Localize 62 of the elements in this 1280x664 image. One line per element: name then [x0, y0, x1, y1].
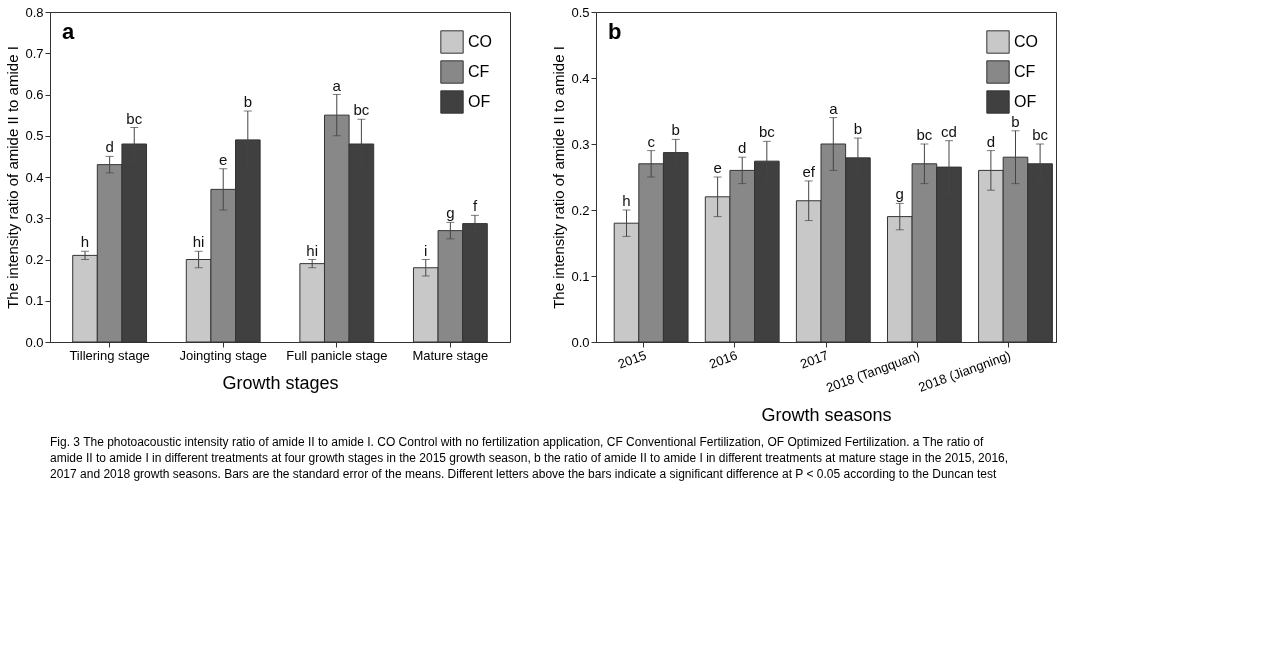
y-tick-label: 0.4 [571, 70, 590, 86]
data-label: b [243, 93, 252, 110]
caption: Fig. 3 The photoacoustic intensity ratio of amide II to amide I. CO Control with no fertilization application, CF Conventional Fertilization, OF Optimized Fertilization. a The ratio of amide II to amide I in different treatments at four growth stages in the 2015 growth season, b the ratio of amide II to amide I in different treatments at mature stage in the 2015, 2016, 2017 and 2018 growth seasons. Bars are the standard error of the means. Different letters above the bars indicate a significant difference at P < 0.05 according to the Duncan test [50, 435, 1009, 481]
data-label: hi [192, 233, 205, 251]
legend-label: OF [1014, 93, 1037, 110]
y-tick-label: 0.2 [571, 202, 590, 218]
annotation: b [608, 19, 622, 44]
data-label: a [829, 99, 839, 117]
y-tick-label: 0.3 [25, 210, 44, 226]
x-axis-title: Growth seasons [761, 405, 892, 426]
data-label: cd [941, 122, 957, 140]
y-tick-label: 0.8 [25, 4, 44, 20]
y-tick-label: 0.3 [571, 136, 590, 152]
y-tick-label: 0.0 [25, 334, 44, 350]
x-axis-title: Growth stages [222, 372, 339, 393]
data-label: e [713, 159, 722, 176]
data-label: d [738, 139, 747, 157]
y-tick-label: 0.1 [25, 293, 44, 309]
y-axis-title: The intensity ratio of amide II to amide I [4, 46, 22, 309]
data-label: b [853, 120, 863, 138]
x-tick-label: Joingting stage [179, 347, 267, 363]
legend-label: CO [1014, 33, 1038, 50]
data-label: d [986, 132, 996, 150]
x-tick-label: 2016 [707, 347, 740, 372]
y-tick-label: 0.5 [25, 128, 44, 144]
y-tick-label: 0.0 [571, 334, 590, 350]
x-tick-label: 2015 [615, 347, 649, 372]
legend-label: CF [468, 63, 490, 80]
legend-label: CO [468, 33, 492, 50]
y-tick-label: 0.4 [25, 169, 44, 185]
data-label: i [424, 241, 428, 259]
legend-label: CF [1014, 63, 1036, 80]
y-axis-title: The intensity ratio of amide II to amide I [550, 46, 568, 309]
annotation: a [62, 19, 75, 44]
x-tick-label: Full panicle stage [286, 347, 388, 363]
data-label: d [105, 138, 114, 156]
data-label: hi [306, 241, 319, 259]
x-tick-label: 2017 [798, 347, 831, 372]
data-label: g [895, 185, 904, 203]
data-label: bc [1032, 126, 1049, 143]
data-label: ef [802, 162, 816, 180]
data-label: b [671, 121, 680, 139]
y-tick-label: 0.2 [25, 252, 44, 267]
data-label: bc [916, 126, 933, 143]
data-label: bc [758, 123, 776, 141]
y-tick-label: 0.7 [25, 45, 44, 61]
data-label: bc [353, 101, 370, 119]
data-label: g [446, 204, 455, 222]
y-tick-label: 0.6 [25, 87, 44, 102]
y-tick-label: 0.1 [571, 268, 590, 284]
x-tick-label: Tillering stage [69, 347, 150, 363]
x-tick-label: Mature stage [412, 347, 489, 363]
data-label: bc [126, 109, 143, 127]
data-label: h [622, 192, 631, 209]
legend-label: OF [468, 93, 491, 110]
data-label: e [219, 150, 228, 168]
data-label: h [80, 233, 90, 251]
data-label: c [647, 132, 656, 150]
y-tick-label: 0.5 [571, 4, 590, 20]
data-label: f [472, 197, 478, 215]
data-label: a [332, 76, 342, 94]
data-label: b [1011, 112, 1020, 130]
